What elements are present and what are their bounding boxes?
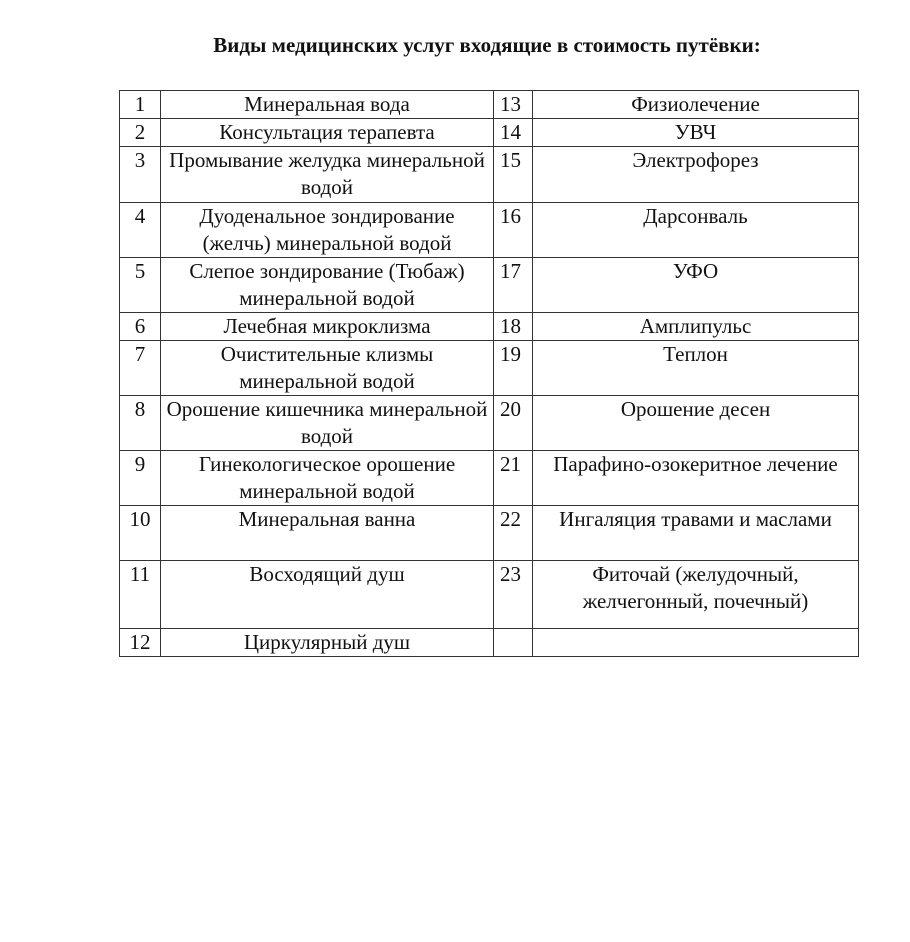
number-cell: 3 [119,146,161,203]
service-cell: УВЧ [532,118,859,147]
service-cell: Физиолечение [532,90,859,119]
service-cell: Дарсонваль [532,202,859,258]
number-cell: 18 [493,312,533,341]
service-cell: Минеральная вода [160,90,494,119]
service-cell: Фиточай (желудочный, желчегонный, почечн… [532,560,859,629]
table-row: 2 Консультация терапевта 14 УВЧ [119,118,859,147]
number-cell: 11 [119,560,161,629]
number-cell: 13 [493,90,533,119]
page-title: Виды медицинских услуг входящие в стоимо… [213,33,761,57]
service-cell [532,628,859,657]
service-cell: Консультация терапевта [160,118,494,147]
service-cell: Циркулярный душ [160,628,494,657]
number-cell: 7 [119,340,161,396]
service-cell: Орошение десен [532,395,859,451]
service-cell: Гинекологическое орошение минеральной во… [160,450,494,506]
number-cell: 4 [119,202,161,258]
number-cell: 12 [119,628,161,657]
table-row: 7 Очистительные клизмы минеральной водой 1… [119,340,859,396]
number-cell: 20 [493,395,533,451]
table-row: 10 Минеральная ванна 22 Ингаляция травами и… [119,505,859,561]
service-cell: Теплон [532,340,859,396]
number-cell: 16 [493,202,533,258]
table-row: 4 Дуоденальное зондирование (желчь) минер… [119,202,859,258]
number-cell: 1 [119,90,161,119]
service-cell: Электрофорез [532,146,859,203]
service-cell: Ингаляция травами и маслами [532,505,859,561]
number-cell: 17 [493,257,533,313]
table-row: 3 Промывание желудка минеральной водой 15 Э… [119,146,859,203]
service-cell: УФО [532,257,859,313]
number-cell: 21 [493,450,533,506]
service-cell: Слепое зондирование (Тюбаж) минеральной … [160,257,494,313]
number-cell: 14 [493,118,533,147]
service-cell: Промывание желудка минеральной водой [160,146,494,203]
service-cell: Восходящий душ [160,560,494,629]
service-cell: Лечебная микроклизма [160,312,494,341]
table-row: 12 Циркулярный душ [119,628,859,657]
number-cell: 10 [119,505,161,561]
number-cell: 2 [119,118,161,147]
number-cell [493,628,533,657]
service-cell: Дуоденальное зондирование (желчь) минера… [160,202,494,258]
number-cell: 8 [119,395,161,451]
services-table: 1 Минеральная вода 13 Физиолечение 2 Консульт… [119,90,859,657]
service-cell: Очистительные клизмы минеральной водой [160,340,494,396]
table-row: 9 Гинекологическое орошение минеральной в… [119,450,859,506]
table-row: 1 Минеральная вода 13 Физиолечение [119,90,859,119]
table-row: 8 Орошение кишечника минеральной водой 20 О… [119,395,859,451]
number-cell: 22 [493,505,533,561]
number-cell: 15 [493,146,533,203]
service-cell: Орошение кишечника минеральной водой [160,395,494,451]
number-cell: 23 [493,560,533,629]
table-row: 11 Восходящий душ 23 Фиточай (желудочный, ж… [119,560,859,629]
number-cell: 9 [119,450,161,506]
number-cell: 5 [119,257,161,313]
table-row: 5 Слепое зондирование (Тюбаж) минеральной… [119,257,859,313]
service-cell: Амплипульс [532,312,859,341]
number-cell: 19 [493,340,533,396]
table-row: 6 Лечебная микроклизма 18 Амплипульс [119,312,859,341]
service-cell: Парафино-озокеритное лечение [532,450,859,506]
service-cell: Минеральная ванна [160,505,494,561]
number-cell: 6 [119,312,161,341]
